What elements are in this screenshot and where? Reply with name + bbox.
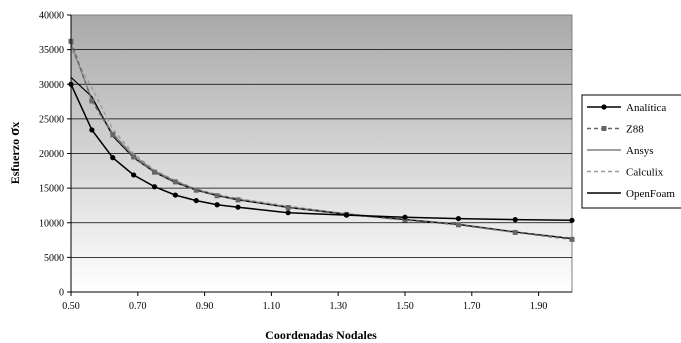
y-axis-ticks: 0 5000 10000 15000 20000 25000 30000 35000 40000 <box>39 11 71 299</box>
series-point <box>131 154 137 160</box>
y-tick-label: 0 <box>59 288 64 299</box>
series-point <box>89 127 95 133</box>
series-point <box>455 215 462 222</box>
x-axis-title: Coordenadas Nodales <box>265 328 377 342</box>
y-axis-title-sub: x <box>8 122 22 128</box>
series-point <box>285 210 291 216</box>
legend-item: OpenFoam <box>587 188 675 200</box>
y-tick-label: 30000 <box>39 80 64 91</box>
series-point <box>214 202 220 208</box>
series-point <box>569 217 575 223</box>
y-tick-label: 15000 <box>39 184 64 195</box>
y-axis-title-main: Esfuerzo <box>8 136 22 184</box>
legend-marker <box>601 126 607 131</box>
series-point <box>110 132 116 138</box>
y-tick-label: 40000 <box>39 11 64 22</box>
x-tick-label: 1.50 <box>396 301 414 312</box>
series-point <box>285 205 291 211</box>
legend-item: Analítica <box>587 102 666 114</box>
series-point <box>193 197 199 204</box>
series-point <box>402 217 408 223</box>
series-point <box>569 236 575 242</box>
legend-label: Ansys <box>626 145 654 157</box>
legend-label: Z88 <box>626 124 644 136</box>
series-point <box>110 155 116 161</box>
series-point <box>193 187 199 193</box>
x-tick-label: 0.50 <box>62 301 80 312</box>
x-tick-label: 0.70 <box>129 301 147 312</box>
legend: Analítica Z88 Ansys Calculix OpenFoam <box>581 94 681 209</box>
x-tick-label: 1.70 <box>463 301 481 312</box>
legend-box <box>581 94 681 209</box>
legend-item: Ansys <box>587 145 654 157</box>
y-axis-title: Esfuerzo σx <box>7 122 23 185</box>
series-point <box>89 98 95 104</box>
y-tick-label: 35000 <box>39 45 64 56</box>
series-point <box>512 217 518 223</box>
series-point <box>235 204 241 210</box>
series-point <box>172 192 178 198</box>
legend-items: Analítica Z88 Ansys Calculix OpenFoam <box>587 102 675 200</box>
x-tick-label: 0.90 <box>196 301 214 312</box>
legend-item: Z88 <box>587 124 644 136</box>
y-tick-label: 10000 <box>39 218 64 229</box>
y-tick-label: 5000 <box>44 253 64 264</box>
y-tick-label: 25000 <box>39 114 64 125</box>
x-axis-ticks: 0.50 0.70 0.90 1.10 1.30 1.50 1.70 1.90 <box>62 292 547 312</box>
series-point <box>343 212 350 218</box>
legend-item: Calculix <box>587 167 664 179</box>
legend-label: Analítica <box>626 102 666 114</box>
x-tick-label: 1.10 <box>263 301 281 312</box>
y-tick-label: 20000 <box>39 149 64 160</box>
series-point <box>131 172 137 178</box>
y-axis-title-sigma: σ <box>7 127 23 136</box>
series-group <box>68 38 575 242</box>
series-point <box>455 222 461 228</box>
x-tick-label: 1.30 <box>329 301 347 312</box>
series-point <box>214 193 220 199</box>
series-point <box>235 197 241 203</box>
x-tick-label: 1.90 <box>530 301 548 312</box>
legend-label: OpenFoam <box>626 188 675 200</box>
grid-lines <box>71 49 572 258</box>
series-point <box>402 214 408 220</box>
series-point <box>172 179 178 185</box>
series-point <box>151 184 158 190</box>
legend-marker <box>601 104 607 110</box>
series-point <box>152 169 157 175</box>
series-point <box>512 229 518 235</box>
legend-label: Calculix <box>626 167 664 179</box>
